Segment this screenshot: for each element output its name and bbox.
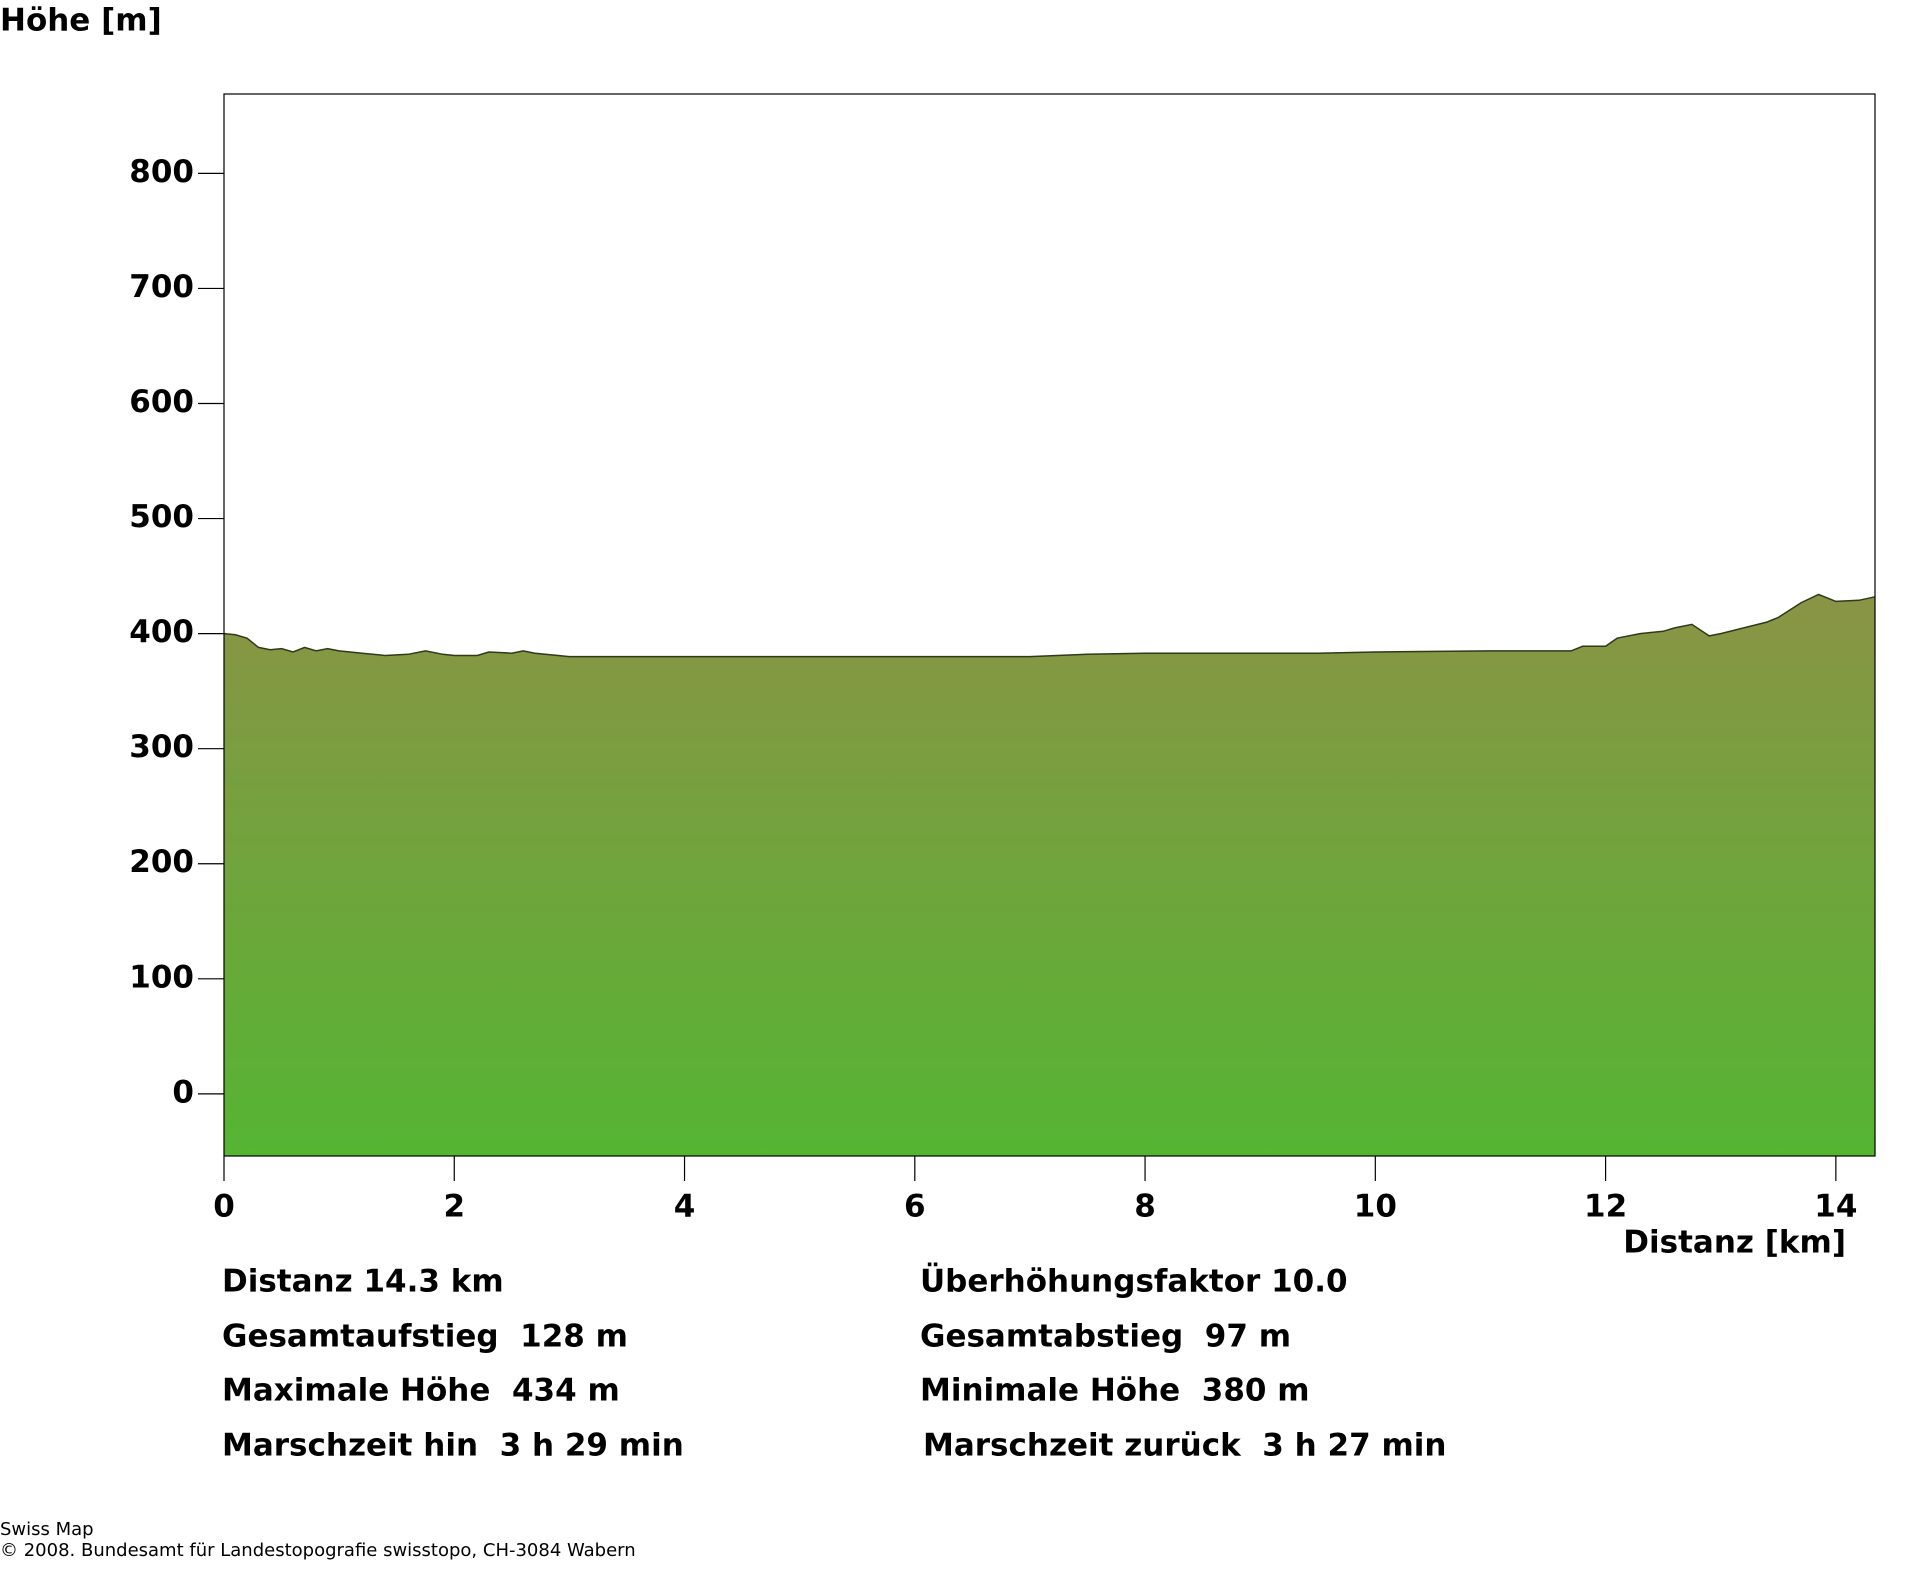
y-tick-label: 100: [129, 959, 194, 995]
footer: © 2008. Bundesamt für Landestopografie s…: [0, 1540, 636, 1561]
profile-line: [223, 593, 1876, 658]
y-tick-label: 400: [129, 614, 194, 650]
stat: Maximale Höhe 434 m: [222, 1373, 620, 1409]
x-tick-label: 0: [213, 1189, 235, 1225]
y-tick-label: 0: [172, 1074, 194, 1110]
y-tick-label: 700: [129, 269, 194, 305]
y-axis-label: Höhe [m]: [0, 3, 162, 39]
x-tick-label: 14: [1814, 1189, 1857, 1225]
stat: Überhöhungsfaktor 10.0: [920, 1263, 1348, 1300]
x-tick-label: 4: [674, 1189, 696, 1225]
stat: Gesamtabstieg 97 m: [920, 1319, 1291, 1355]
stat: Minimale Höhe 380 m: [920, 1373, 1310, 1409]
y-tick-label: 800: [129, 154, 194, 190]
stat: Distanz 14.3 km: [222, 1264, 504, 1300]
x-tick-label: 6: [904, 1189, 926, 1225]
footer: Swiss Map: [0, 1519, 94, 1540]
stat: Gesamtaufstieg 128 m: [222, 1319, 628, 1355]
y-tick-label: 200: [129, 844, 194, 880]
area: [224, 594, 1875, 1156]
plot-frame: [223, 93, 1876, 1157]
y-tick-label: 300: [129, 729, 194, 765]
stat: Marschzeit zurück 3 h 27 min: [923, 1428, 1446, 1464]
x-axis-label: Distanz [km]: [1623, 1225, 1846, 1261]
x-tick-label: 2: [443, 1189, 465, 1225]
x-tick-label: 10: [1354, 1189, 1397, 1225]
x-tick-label: 12: [1584, 1189, 1627, 1225]
y-tick-label: 500: [129, 499, 194, 535]
x-tick-label: 8: [1134, 1189, 1156, 1225]
stat: Marschzeit hin 3 h 29 min: [222, 1428, 684, 1464]
y-tick-label: 600: [129, 384, 194, 420]
